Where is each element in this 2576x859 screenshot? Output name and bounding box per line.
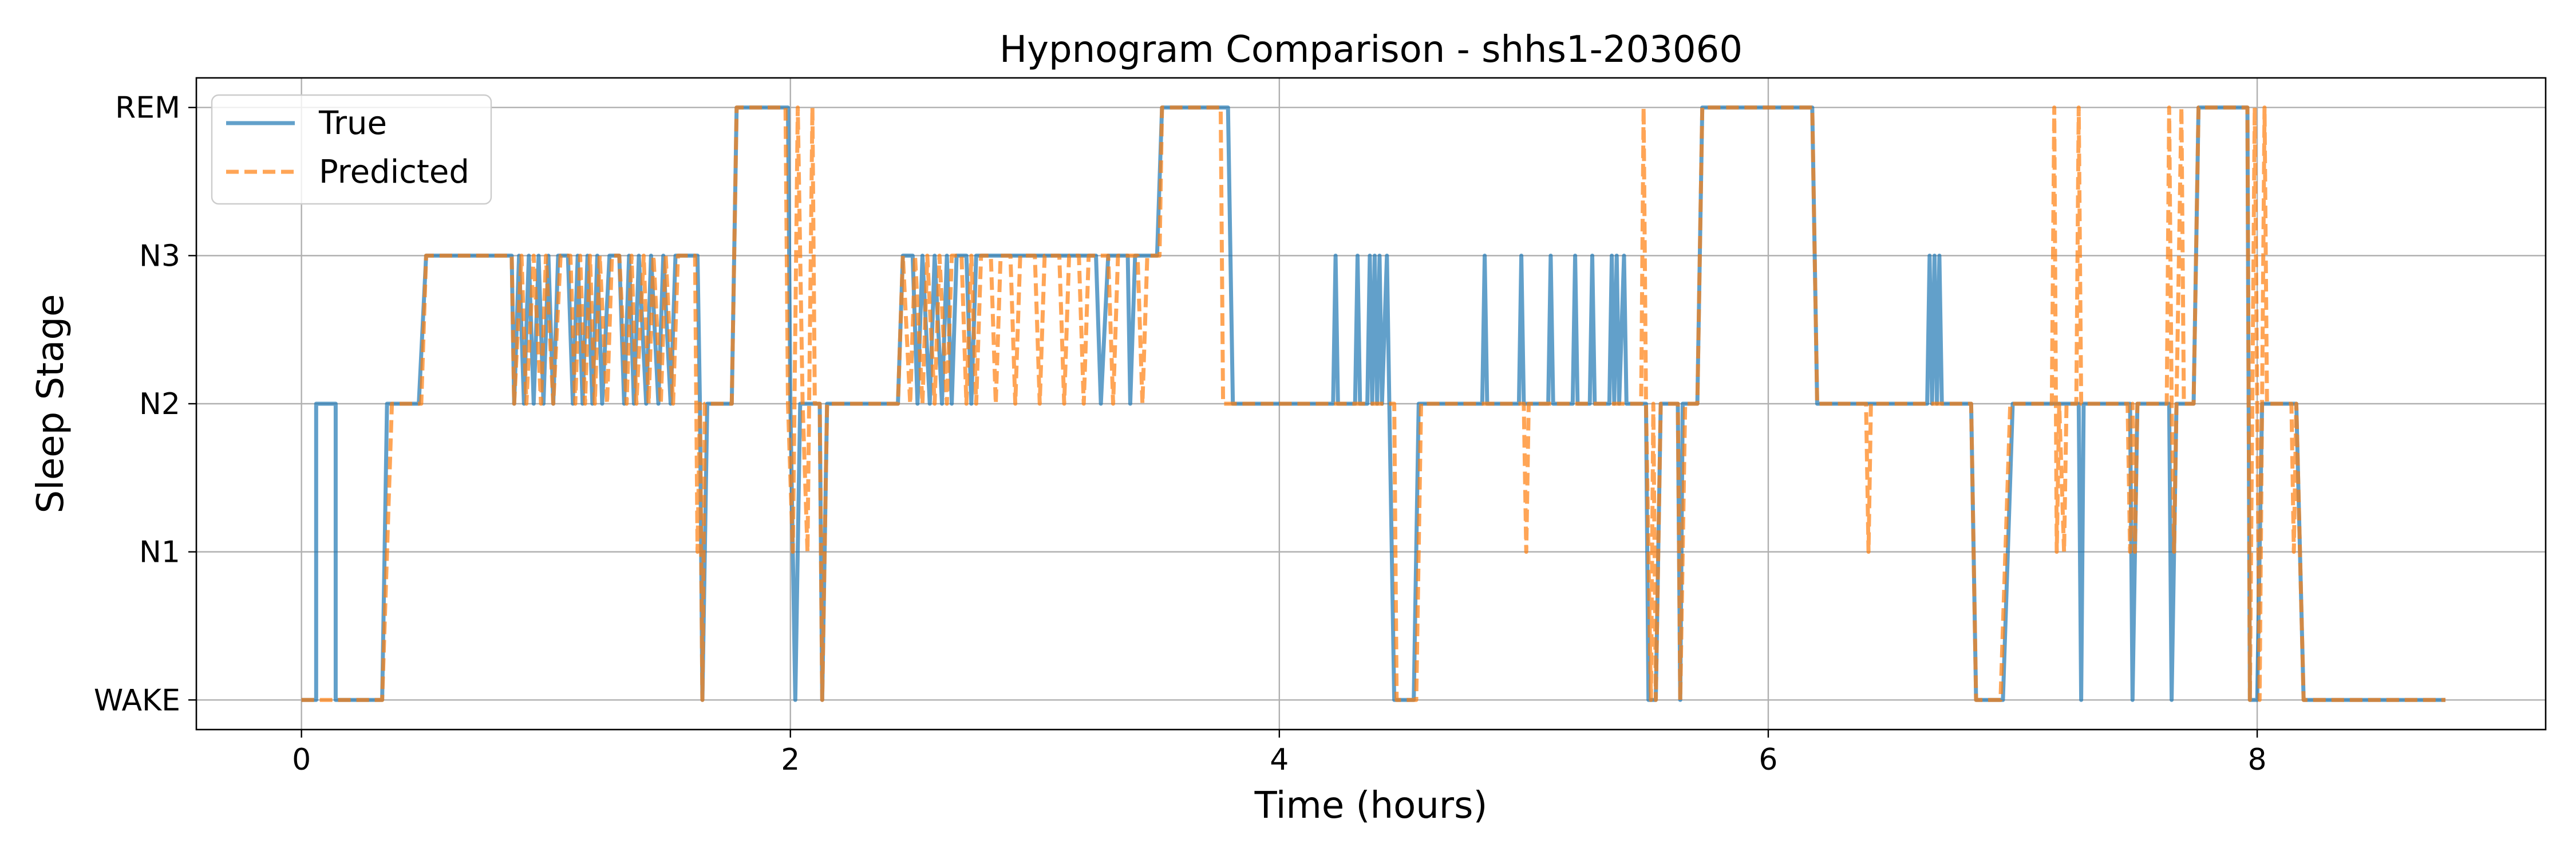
legend: True Predicted — [211, 94, 492, 205]
x-tick-label: 8 — [2248, 743, 2267, 777]
x-tick-label: 0 — [292, 743, 311, 777]
x-tick-label: 4 — [1270, 743, 1289, 777]
x-axis-label: Time (hours) — [1254, 785, 1488, 827]
y-tick-label: N1 — [139, 535, 180, 570]
y-axis-label: Sleep Stage — [30, 294, 72, 513]
series-line-predicted — [301, 105, 2445, 702]
chart-title: Hypnogram Comparison - shhs1-203060 — [999, 29, 1743, 71]
y-tick-label: WAKE — [94, 683, 180, 718]
legend-label-true: True — [318, 105, 387, 142]
y-tick-label: N3 — [139, 239, 180, 273]
y-tick-label: REM — [115, 91, 180, 125]
series-layer — [301, 105, 2445, 702]
x-tick-label: 6 — [1759, 743, 1777, 777]
y-tick-label: N2 — [139, 387, 180, 421]
tick-layer: 0 2 4 6 8 WAKE N1 N2 N3 REM — [94, 91, 2267, 777]
x-tick-label: 2 — [781, 743, 800, 777]
legend-label-predicted: Predicted — [319, 153, 469, 191]
